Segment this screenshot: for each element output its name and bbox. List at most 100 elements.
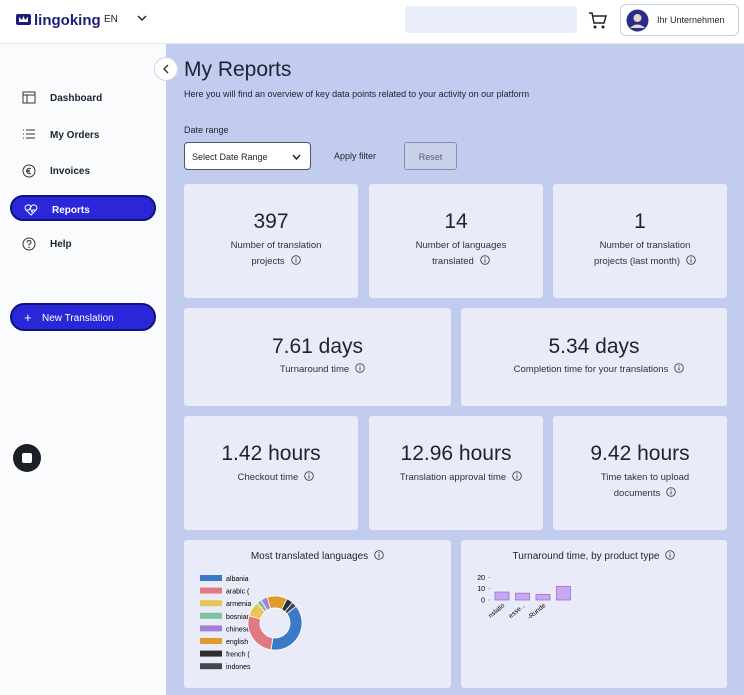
bar (556, 585, 571, 601)
stat-label-wrap: Completion time for your translations (501, 362, 697, 378)
y-tick-label: 0 (481, 598, 485, 605)
info-icon[interactable] (355, 363, 365, 373)
nav-item[interactable]: Reports (10, 194, 156, 221)
legend-label: french ( (226, 652, 250, 659)
nav-item[interactable]: Invoices (10, 158, 156, 184)
stat-value: 5.34 days (548, 335, 640, 358)
bar (535, 593, 551, 601)
stat-label-wrap: Number of translation projects (last mon… (583, 238, 707, 270)
account-button[interactable]: Ihr Unternehmen (620, 4, 739, 36)
logo (16, 14, 31, 25)
chart: 0 10 20 nslatio esse... -Runde (477, 575, 571, 621)
legend-swatch (200, 650, 222, 657)
nav-label[interactable]: My Orders (50, 129, 100, 141)
date-select[interactable]: Select Date Range (184, 142, 311, 170)
nav-item[interactable]: Help (10, 231, 156, 257)
chat-icon (22, 453, 32, 463)
y-tick-label: 20 (477, 575, 485, 582)
header: lingoking EN Ihr Unternehmen (0, 0, 744, 44)
legend-label: armenia (226, 601, 251, 608)
info-icon[interactable] (686, 255, 696, 265)
nav-label[interactable]: Dashboard (50, 93, 103, 104)
nav-icon (22, 237, 36, 251)
stat-card: 5.34 days Completion time for your transl… (461, 308, 727, 406)
stat-label: Completion time for your translations (513, 364, 669, 375)
nav-item[interactable]: Dashboard (10, 85, 156, 111)
stat-label: Number of translation projects (last mon… (593, 240, 691, 267)
info-icon[interactable] (666, 487, 676, 497)
language-select[interactable]: EN (104, 14, 147, 25)
info-icon[interactable] (480, 255, 490, 265)
nav-icon (23, 129, 35, 138)
x-tick-label: esse... (508, 602, 527, 620)
stat-value: 7.61 days (271, 335, 364, 358)
info-icon[interactable] (512, 471, 522, 481)
legend-swatch (200, 625, 222, 632)
info-icon[interactable] (304, 471, 315, 481)
y-tick-label: 10 (477, 586, 485, 593)
chart-title: Most translated languages (250, 551, 369, 562)
page-subtitle: Here you will find an overview of key da… (184, 89, 530, 99)
pie-slice (284, 601, 297, 615)
select-text[interactable]: Select Date Range (192, 152, 268, 162)
chart-title-wrap: Turnaround time, by product type (461, 550, 727, 562)
collapse-button[interactable] (154, 57, 178, 81)
page-title: My Reports (184, 58, 292, 81)
legend-swatch (200, 638, 222, 644)
nav-icon (24, 203, 38, 216)
stat-card: 7.61 days Turnaround time (184, 308, 451, 406)
stat-card: 14 Number of languages translated (369, 184, 543, 298)
stat-label-wrap: Turnaround time (224, 362, 421, 378)
nav-item[interactable]: My Orders (10, 122, 156, 148)
stat-label: Checkout time (237, 472, 299, 483)
reset-button[interactable]: Reset (404, 142, 457, 170)
stat-card: 12.96 hours Translation approval time (369, 416, 543, 530)
x-tick-label: -Runde (526, 602, 547, 621)
nav-label[interactable]: Reports (52, 204, 90, 216)
info-icon[interactable] (665, 550, 676, 560)
info-icon[interactable] (674, 363, 685, 373)
legend-label: bosnian (226, 614, 251, 621)
legend-swatch (200, 612, 222, 619)
nav-label[interactable]: Invoices (50, 166, 91, 177)
legend-swatch (200, 600, 222, 607)
legend-swatch (200, 575, 222, 581)
date-range-label: Date range (184, 125, 229, 135)
account-name[interactable]: Ihr Unternehmen (657, 15, 725, 25)
stat-card: 9.42 hours Time taken to upload documents (553, 416, 727, 530)
stat-card: 1.42 hours Checkout time (184, 416, 358, 530)
stat-value: 9.42 hours (590, 442, 690, 465)
chat-button[interactable] (13, 444, 41, 472)
stat-value: 14 (444, 210, 468, 233)
nav-icon (22, 91, 36, 104)
info-icon[interactable] (290, 255, 301, 265)
bar (494, 591, 510, 601)
chevron (163, 64, 169, 74)
search-box[interactable] (405, 6, 577, 33)
new-translation-button[interactable]: + New Translation (10, 303, 156, 331)
legend-label: indones (226, 664, 251, 671)
bar (515, 592, 530, 601)
stat-value: 1.42 hours (221, 442, 321, 465)
legend-swatch (200, 663, 222, 670)
brand[interactable]: lingoking (34, 12, 101, 29)
chart-card: Most translated languages albania arabic (… (184, 540, 451, 688)
plus-icon: + (24, 310, 32, 325)
avatar (626, 9, 649, 32)
legend-label: albania (226, 576, 249, 583)
nav-label[interactable]: Help (50, 239, 72, 250)
stat-label: Time taken to upload documents (600, 472, 690, 499)
legend-label: english (226, 639, 248, 646)
language[interactable]: EN (104, 14, 118, 25)
stat-label-wrap: Checkout time (214, 470, 338, 486)
cart-icon[interactable] (588, 10, 608, 30)
button-label[interactable]: New Translation (42, 313, 114, 324)
chevron (137, 15, 147, 21)
legend-label: arabic ( (226, 589, 250, 596)
info-icon[interactable] (374, 550, 384, 560)
apply-filter-button[interactable]: Apply filter (334, 151, 377, 161)
stat-label-wrap: Translation approval time (399, 470, 523, 486)
stat-card: 397 Number of translation projects (184, 184, 358, 298)
stat-label: Translation approval time (399, 472, 507, 483)
